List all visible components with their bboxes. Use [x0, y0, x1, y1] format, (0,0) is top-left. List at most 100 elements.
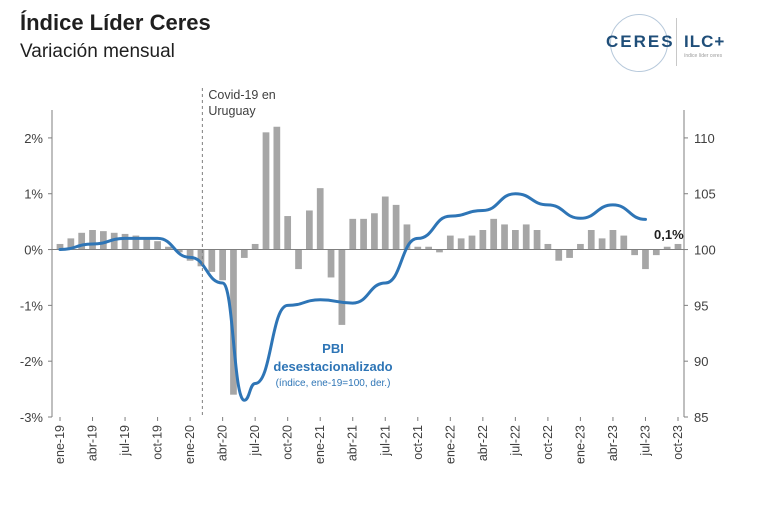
bar — [577, 243, 584, 250]
bar — [295, 249, 302, 270]
bar — [327, 249, 335, 278]
covid-note-line1: Covid-19 en — [208, 88, 275, 102]
logo-circle-icon — [610, 14, 668, 72]
bar — [544, 243, 552, 250]
bar — [251, 243, 259, 250]
bar — [371, 213, 378, 250]
chart-title: Índice Líder Ceres — [20, 10, 211, 35]
bar — [522, 224, 530, 250]
bar — [642, 249, 649, 270]
bar — [587, 230, 595, 250]
bar — [501, 224, 508, 250]
right-tick-label: 105 — [694, 187, 716, 202]
series-label-line2: desestacionalizado — [273, 359, 392, 374]
bar — [78, 232, 86, 250]
series-label-line1: PBI — [322, 341, 344, 356]
left-tick-label: 2% — [24, 131, 43, 146]
axes — [48, 110, 688, 421]
x-tick-label: oct-23 — [671, 425, 685, 460]
bar — [598, 238, 606, 250]
logo-divider — [676, 18, 677, 66]
bar-series — [56, 126, 682, 395]
bar — [338, 249, 346, 325]
bar — [414, 246, 422, 250]
bar — [674, 243, 682, 250]
right-tick-label: 90 — [694, 354, 708, 369]
bar — [67, 238, 75, 250]
bar — [100, 231, 107, 250]
bar — [306, 210, 313, 250]
bar — [273, 126, 281, 250]
x-tick-label: oct-19 — [151, 425, 165, 460]
covid-note-line2: Uruguay — [208, 104, 256, 118]
bar — [165, 246, 172, 250]
bar — [436, 249, 443, 253]
bar — [132, 235, 140, 250]
x-tick-label: jul-21 — [378, 425, 392, 457]
x-tick-label: abr-23 — [606, 425, 620, 461]
x-tick-label: abr-19 — [86, 425, 100, 461]
bar — [121, 233, 129, 250]
x-tick-label: jul-19 — [118, 425, 132, 457]
bar — [479, 230, 487, 250]
logo-ceres-text: CERES — [606, 32, 675, 51]
bar — [425, 246, 432, 250]
bar — [381, 196, 389, 250]
bar — [392, 204, 400, 250]
logo-ilc-text: ILC+ — [684, 32, 726, 51]
chart-subtitle: Variación mensual — [20, 41, 175, 62]
bar — [208, 249, 216, 272]
x-tick-label: ene-19 — [53, 425, 67, 464]
series-note: (índice, ene-19=100, der.) — [276, 378, 391, 389]
right-tick-label: 100 — [694, 243, 716, 258]
right-tick-label: 85 — [694, 410, 708, 425]
bar — [56, 243, 64, 250]
x-tick-label: jul-22 — [508, 425, 522, 457]
logo-tagline: índice líder ceres — [684, 53, 723, 59]
bar — [457, 238, 465, 250]
x-tick-label: abr-22 — [476, 425, 490, 461]
bar — [143, 238, 151, 250]
right-tick-label: 95 — [694, 298, 708, 313]
bar — [446, 235, 454, 250]
left-tick-label: 1% — [24, 187, 43, 202]
line-series — [58, 192, 647, 402]
bar — [360, 218, 367, 250]
bar — [533, 230, 541, 250]
last-value-label: 0,1% — [654, 227, 684, 242]
bar — [403, 224, 411, 250]
bar — [175, 249, 183, 253]
bar — [349, 218, 357, 250]
bar — [555, 249, 563, 261]
left-tick-label: -1% — [20, 298, 44, 313]
left-tick-label: -3% — [20, 410, 44, 425]
ceres-logo: CERES ILC+ índice líder ceres — [604, 10, 754, 76]
bar — [512, 230, 519, 250]
bar — [230, 249, 237, 395]
x-tick-label: ene-22 — [443, 425, 457, 464]
x-tick-label: jul-20 — [248, 425, 262, 457]
x-tick-label: ene-20 — [183, 425, 197, 464]
x-tick-label: oct-21 — [411, 425, 425, 460]
bar — [262, 132, 270, 250]
bar — [631, 249, 638, 256]
x-tick-label: abr-21 — [346, 425, 360, 461]
annotations: Covid-19 en Uruguay PBI desestacionalizado (… — [201, 88, 684, 417]
bar — [468, 235, 476, 250]
x-tick-label: ene-23 — [573, 425, 587, 464]
bar — [197, 249, 205, 267]
bar — [620, 235, 628, 250]
x-tick-label: ene-21 — [313, 425, 327, 464]
bar — [89, 230, 96, 250]
x-tick-label: oct-20 — [281, 425, 295, 460]
bar — [316, 188, 324, 250]
x-tick-label: oct-22 — [541, 425, 555, 460]
x-tick-label: abr-20 — [216, 425, 230, 461]
bar — [219, 249, 226, 281]
bar — [652, 249, 660, 256]
bar — [490, 218, 498, 250]
bar — [186, 249, 194, 261]
left-tick-label: -2% — [20, 354, 44, 369]
bar — [663, 246, 671, 250]
